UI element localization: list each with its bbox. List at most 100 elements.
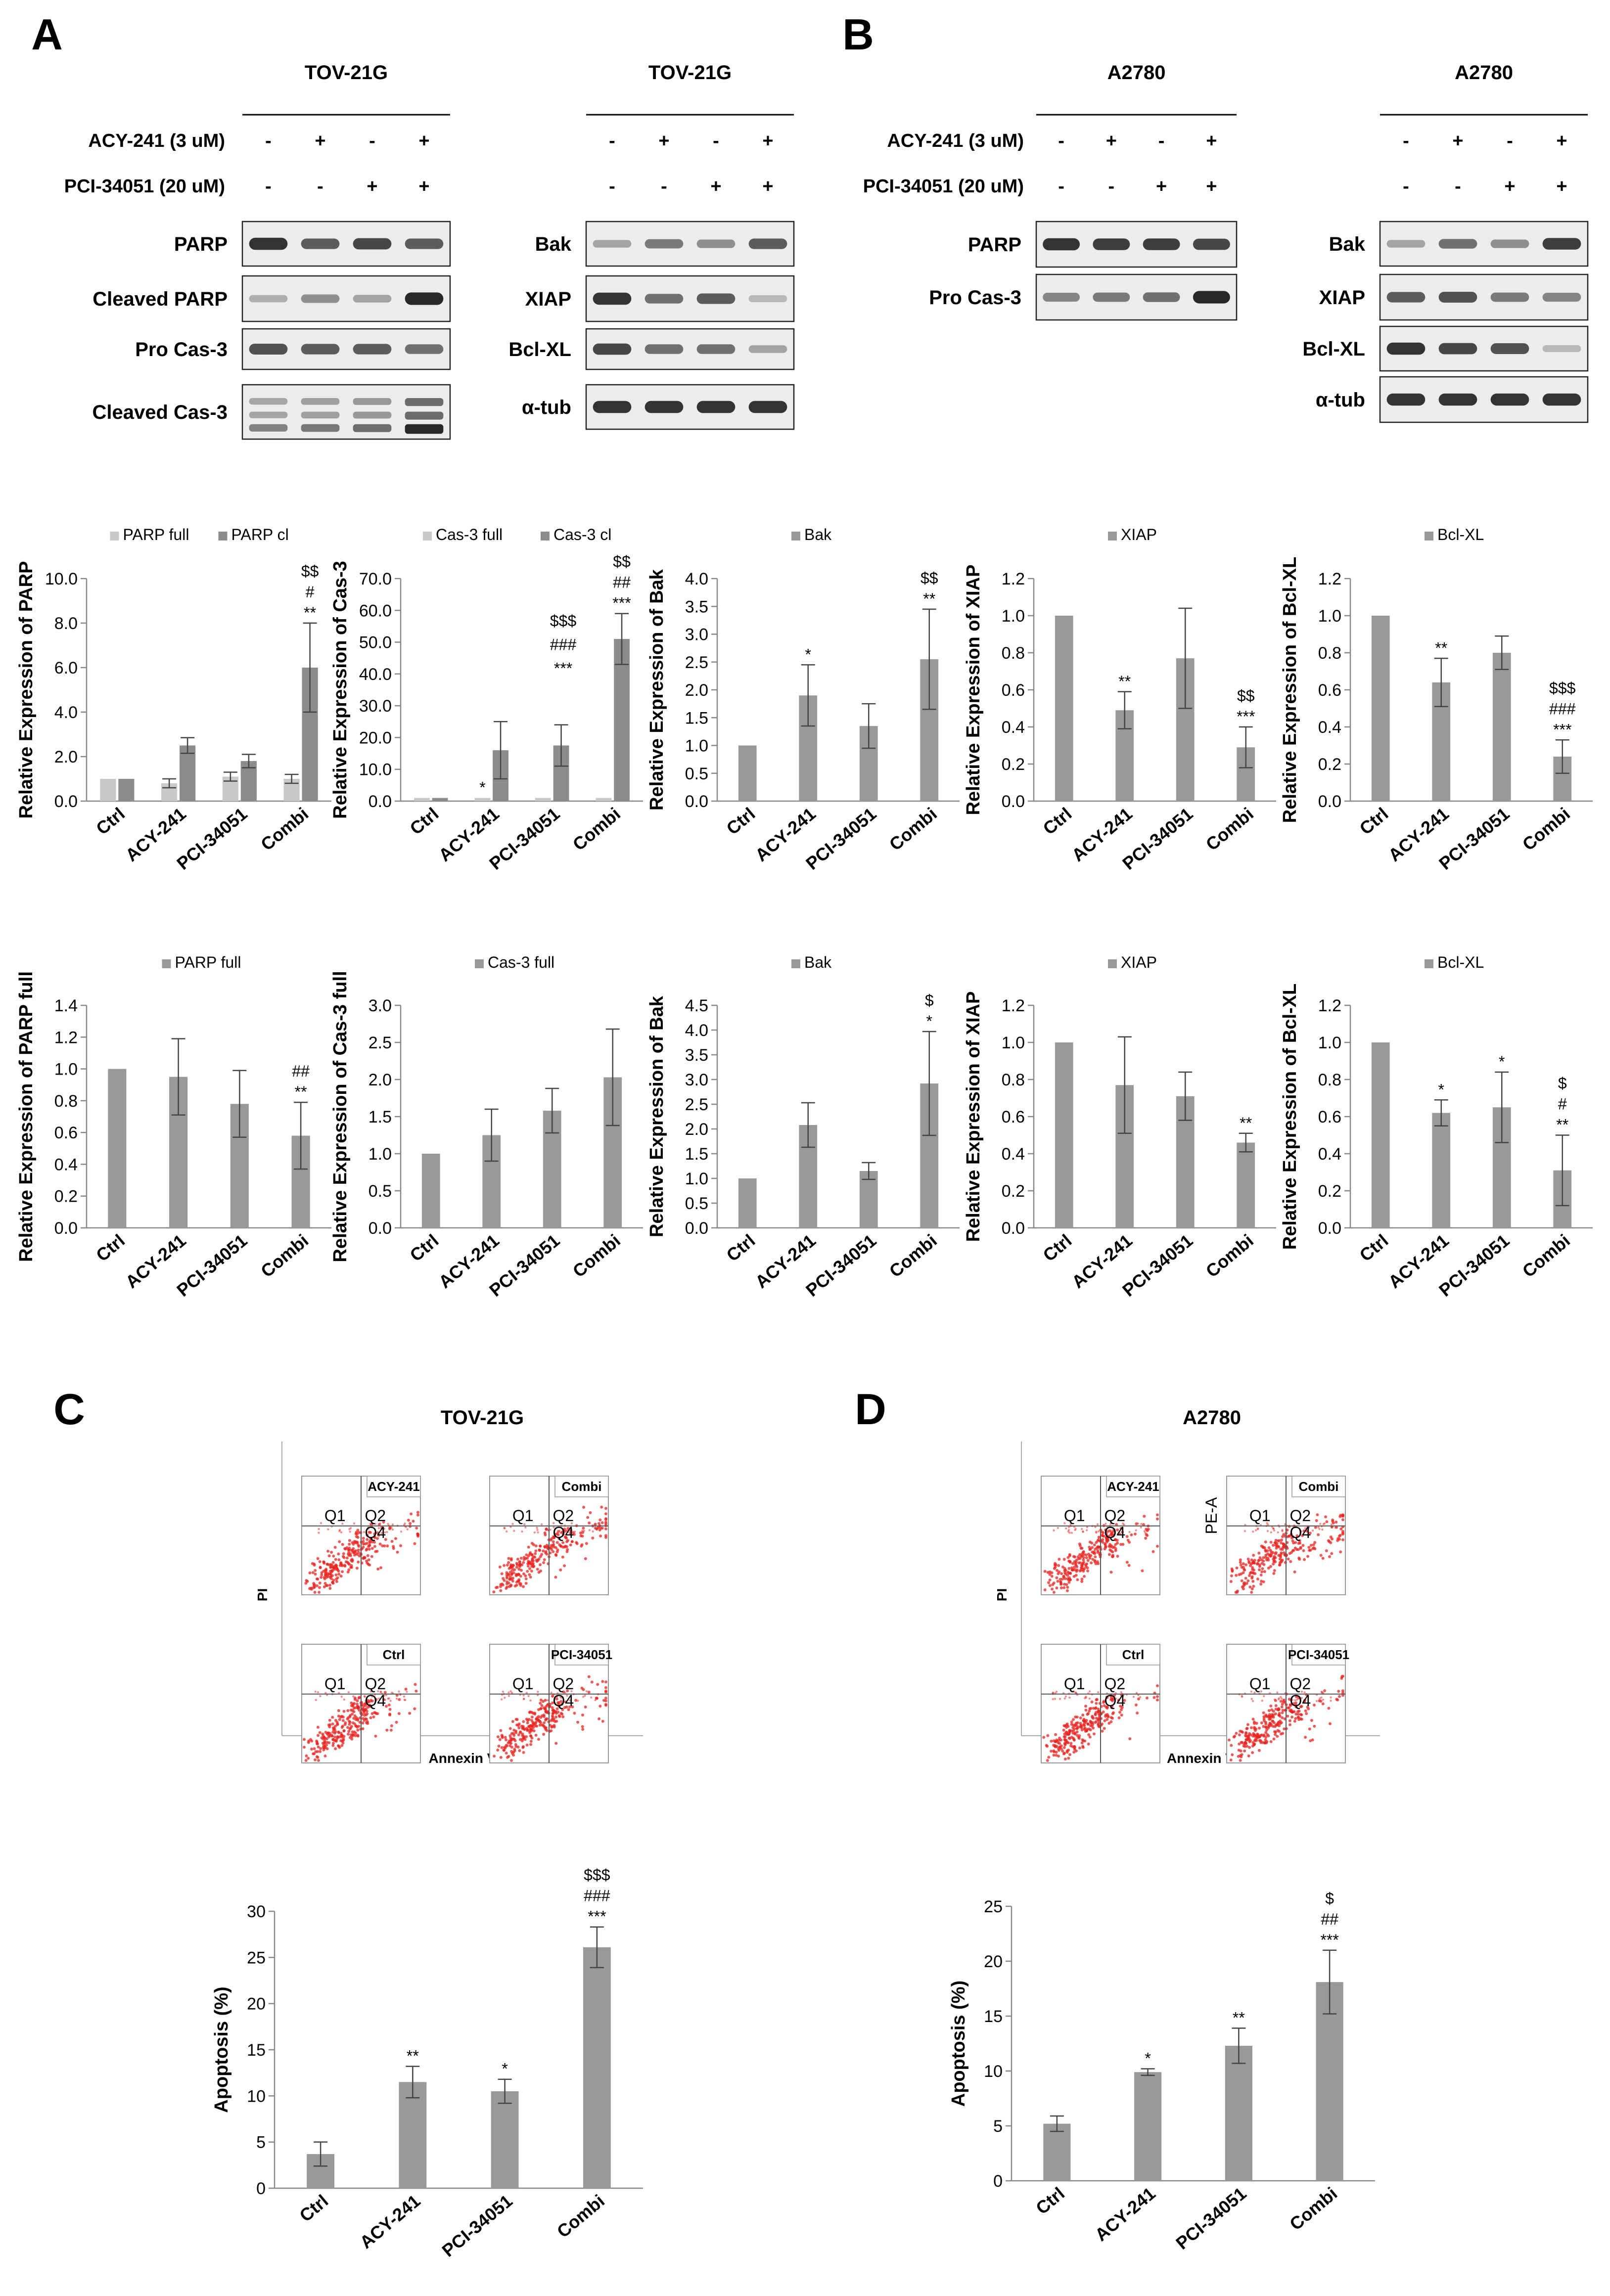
flow-event: [1085, 1529, 1088, 1531]
flow-event: [349, 1552, 352, 1556]
flow-event: [1135, 1692, 1138, 1694]
flow-event: [357, 1560, 360, 1564]
flow-event: [544, 1718, 547, 1722]
y-tick-label: 0.4: [54, 1155, 78, 1174]
y-tick-label: 0.0: [685, 1219, 708, 1238]
treatment-sign: +: [1106, 131, 1117, 151]
significance-mark: **: [304, 604, 316, 622]
treatment-sign: +: [1556, 176, 1567, 197]
y-tick-label: 50.0: [359, 633, 392, 652]
y-tick-label: 0.8: [1002, 1071, 1025, 1089]
flow-event: [1312, 1543, 1315, 1546]
flow-event: [1250, 1690, 1252, 1693]
flow-event: [545, 1543, 549, 1547]
flow-event: [550, 1691, 553, 1694]
flow-event: [1239, 1561, 1242, 1564]
flow-event: [350, 1735, 354, 1738]
flow-event: [416, 1532, 419, 1535]
significance-mark: **: [1233, 2009, 1245, 2026]
flow-event: [1054, 1733, 1058, 1736]
flow-event: [1121, 1531, 1124, 1534]
significance-mark: **: [1556, 1116, 1568, 1134]
blot-band: [748, 345, 787, 353]
blot-band: [301, 398, 340, 405]
flow-event: [314, 1690, 317, 1693]
significance-mark: $: [925, 991, 934, 1009]
significance-mark: $$$: [550, 612, 577, 630]
flow-event: [492, 1590, 496, 1594]
flow-event: [1270, 1550, 1273, 1554]
flow-event: [322, 1737, 325, 1741]
flow-event: [331, 1730, 335, 1734]
flow-event: [521, 1530, 523, 1533]
flow-event: [1250, 1591, 1253, 1594]
flow-event: [1244, 1576, 1247, 1580]
flow-event: [389, 1728, 393, 1732]
quadrant-label: Q2: [365, 1507, 386, 1525]
flow-event: [390, 1527, 393, 1529]
flow-event: [1057, 1741, 1060, 1745]
flow-event: [362, 1536, 365, 1540]
flow-event: [332, 1566, 335, 1570]
flow-event: [1077, 1736, 1080, 1739]
flow-event: [314, 1573, 317, 1576]
flow-event: [1070, 1531, 1073, 1534]
y-tick-label: 1.0: [685, 1170, 708, 1188]
flow-event: [1263, 1741, 1267, 1745]
flow-event: [1110, 1705, 1113, 1708]
flow-event: [1239, 1729, 1242, 1733]
flow-event: [319, 1566, 322, 1569]
flow-event: [1281, 1709, 1285, 1712]
flow-event: [1242, 1582, 1245, 1585]
flow-event: [1075, 1715, 1079, 1719]
flow-event: [351, 1712, 354, 1716]
treatment-sign: +: [1206, 176, 1217, 197]
flow-event: [1072, 1739, 1076, 1742]
flow-event: [1290, 1715, 1294, 1719]
flow-event: [539, 1698, 543, 1702]
flow-event: [1266, 1530, 1269, 1532]
y-tick-label: 1.2: [1318, 570, 1341, 588]
flow-event: [305, 1754, 308, 1757]
y-tick-label: 1.4: [54, 996, 78, 1015]
flow-event: [561, 1715, 565, 1718]
flow-event: [1296, 1712, 1300, 1716]
flow-event: [330, 1734, 334, 1737]
blot-band: [301, 294, 340, 303]
flow-event: [604, 1686, 607, 1689]
flow-event: [1305, 1530, 1309, 1533]
flow-event: [544, 1708, 547, 1711]
flow-event: [1106, 1538, 1109, 1541]
flow-event: [1120, 1708, 1123, 1711]
flow-event: [1256, 1577, 1259, 1581]
flow-event: [537, 1738, 540, 1741]
legend-swatch: [791, 959, 800, 968]
flow-event: [1097, 1723, 1100, 1726]
y-axis-label: Relative Expression of XIAP: [963, 991, 984, 1242]
flow-event: [1095, 1698, 1098, 1702]
flow-event: [542, 1561, 546, 1564]
flow-event: [376, 1567, 380, 1571]
flow-event: [604, 1527, 607, 1531]
legend-label: Cas-3 full: [436, 526, 503, 543]
blot-band: [1438, 292, 1477, 303]
flow-event: [529, 1735, 533, 1738]
flow-event: [339, 1732, 343, 1735]
flow-event: [1081, 1568, 1085, 1571]
flow-event: [1251, 1734, 1255, 1738]
flow-event: [1268, 1553, 1272, 1557]
flow-event: [1052, 1698, 1054, 1701]
flow-event: [384, 1699, 386, 1701]
y-tick-label: 0.5: [368, 1182, 392, 1201]
flow-event: [416, 1513, 419, 1517]
flow-event: [499, 1756, 503, 1759]
flow-event: [503, 1579, 506, 1582]
flow-event: [1116, 1555, 1119, 1558]
flow-event: [313, 1747, 316, 1751]
flow-event: [1334, 1526, 1337, 1529]
flow-event: [1107, 1721, 1111, 1725]
y-tick-label: 60.0: [359, 601, 392, 620]
